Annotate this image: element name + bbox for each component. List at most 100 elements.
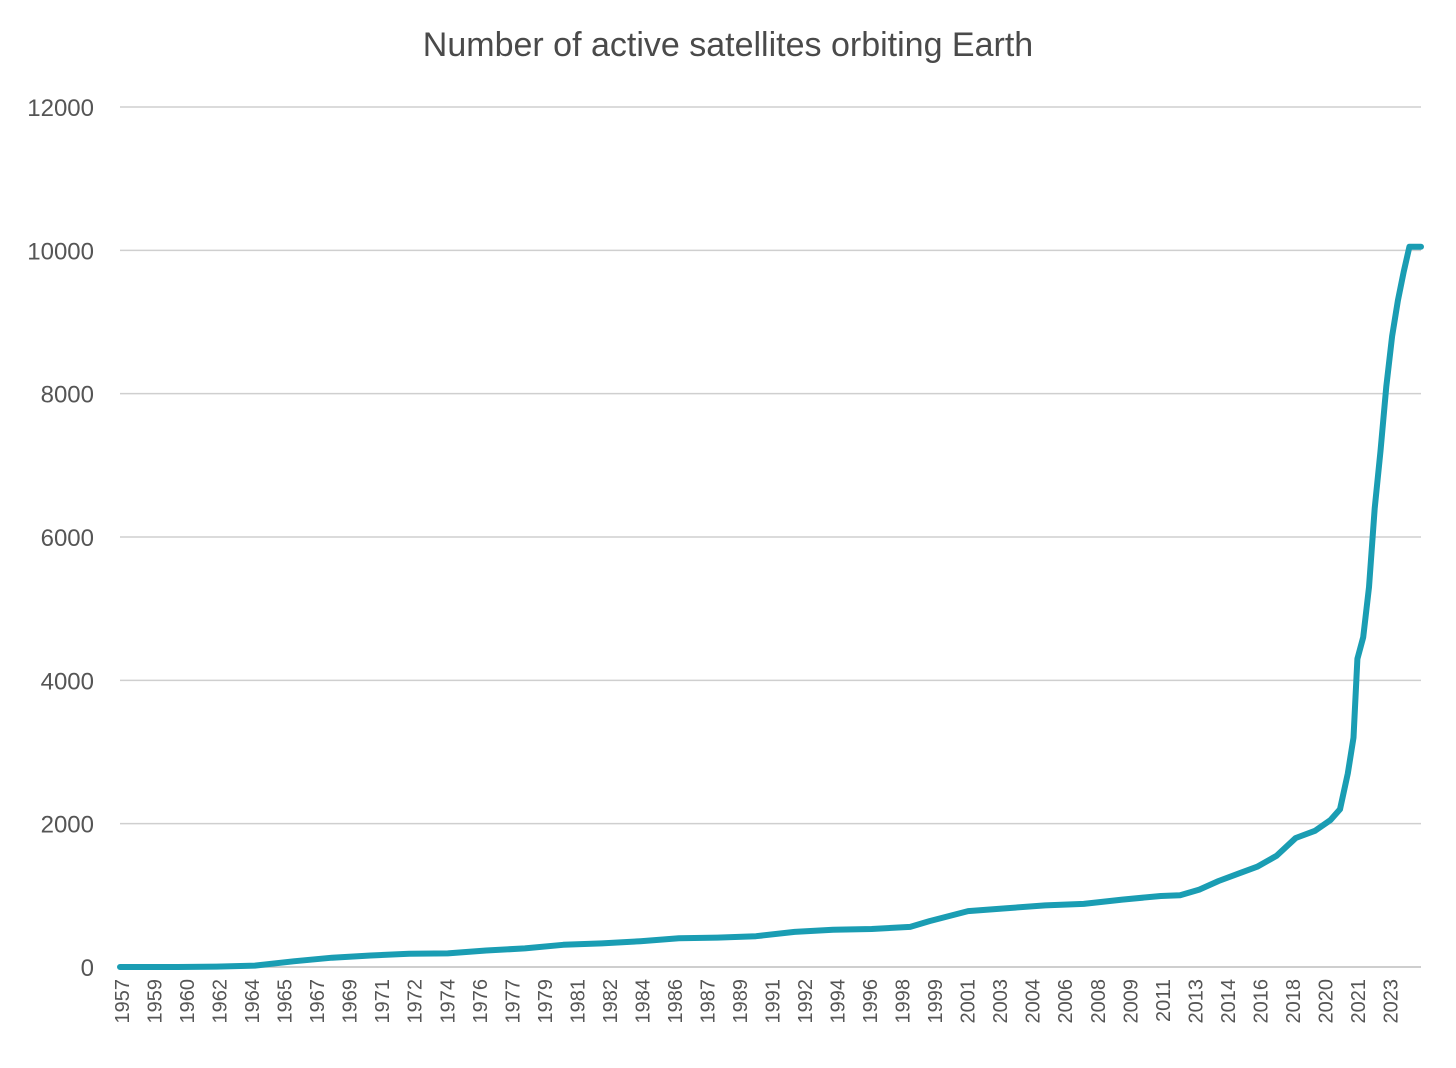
x-tick-label: 1965 (275, 979, 297, 1024)
x-tick-label: 2008 (1088, 979, 1110, 1024)
data-point (1120, 897, 1125, 902)
x-tick-label: 1999 (925, 979, 947, 1024)
data-point (1345, 771, 1350, 776)
data-point (715, 935, 720, 940)
data-point (1081, 901, 1086, 906)
data-point (908, 924, 913, 929)
data-point (175, 965, 180, 969)
y-tick-label: 10000 (27, 238, 94, 265)
data-point (368, 953, 373, 958)
x-tick-label: 1994 (828, 979, 850, 1024)
series-line (117, 243, 1424, 970)
data-point (1413, 244, 1418, 249)
data-point (1293, 836, 1298, 840)
data-point (676, 936, 681, 941)
data-point (754, 934, 758, 939)
data-point (1178, 893, 1183, 898)
x-tick-label: 2004 (1023, 979, 1045, 1024)
data-point (1158, 894, 1163, 898)
y-tick-label: 4000 (41, 668, 94, 695)
y-tick-label: 6000 (41, 525, 94, 552)
x-tick-label: 2001 (958, 979, 980, 1024)
data-point (1401, 269, 1406, 274)
x-tick-label: 2021 (1348, 979, 1370, 1024)
x-tick-label: 1991 (763, 979, 785, 1024)
data-point (927, 919, 932, 924)
data-point (1361, 635, 1366, 640)
data-point (484, 948, 489, 953)
data-point (561, 942, 566, 947)
data-point (1235, 871, 1240, 876)
x-tick-label: 2006 (1055, 979, 1077, 1024)
x-tick-label: 2014 (1218, 979, 1240, 1024)
x-tick-label: 2023 (1380, 979, 1402, 1024)
y-tick-label: 8000 (41, 382, 94, 409)
y-axis-ticks: 0 2000 4000 6000 8000 10000 12000 (27, 95, 94, 982)
data-point (1395, 298, 1400, 303)
data-point (1255, 864, 1260, 869)
data-point (1355, 656, 1360, 661)
x-tick-label: 1986 (665, 979, 687, 1024)
x-tick-label: 1959 (145, 979, 167, 1024)
data-point (445, 951, 450, 956)
x-tick-label: 2003 (990, 979, 1012, 1024)
x-tick-label: 1987 (697, 979, 719, 1024)
data-point (407, 951, 412, 956)
data-point (1372, 506, 1377, 511)
data-point (638, 939, 643, 944)
data-point (1274, 853, 1279, 858)
data-point (966, 909, 971, 914)
x-tick-label: 1976 (470, 979, 492, 1024)
x-tick-label: 1969 (340, 979, 362, 1024)
x-tick-label: 2011 (1153, 979, 1175, 1022)
x-tick-label: 1972 (405, 979, 427, 1024)
data-point (522, 946, 527, 951)
x-tick-label: 1996 (860, 979, 882, 1024)
x-tick-label: 1962 (210, 979, 232, 1024)
data-point (831, 927, 836, 932)
y-tick-label: 12000 (27, 95, 94, 122)
x-tick-label: 1974 (437, 979, 459, 1024)
x-tick-label: 1992 (795, 979, 817, 1024)
x-tick-label: 1977 (502, 979, 524, 1024)
x-tick-label: 1998 (893, 979, 915, 1024)
x-tick-label: 1984 (632, 979, 654, 1024)
data-point (214, 964, 219, 969)
x-tick-label: 1971 (372, 979, 394, 1024)
data-point (1367, 585, 1371, 590)
data-point (1216, 879, 1221, 883)
x-tick-label: 2016 (1250, 979, 1272, 1024)
data-point (1197, 887, 1202, 892)
data-point (1384, 384, 1389, 389)
y-tick-label: 2000 (41, 812, 94, 839)
data-point (869, 927, 874, 931)
data-point (1338, 807, 1342, 812)
data-point (252, 963, 257, 968)
data-point (1313, 828, 1317, 833)
data-point (1004, 906, 1009, 911)
x-tick-label: 1967 (307, 979, 329, 1024)
x-tick-label: 1989 (730, 979, 752, 1024)
chart-title: Number of active satellites orbiting Ear… (422, 26, 1034, 64)
data-point (1378, 449, 1383, 453)
data-point (118, 965, 122, 969)
x-tick-label: 1982 (600, 979, 622, 1024)
x-tick-label: 1960 (177, 979, 199, 1024)
data-point (1043, 903, 1048, 908)
x-tick-label: 1981 (567, 979, 589, 1024)
data-point (792, 929, 797, 934)
x-tick-label: 2018 (1283, 979, 1305, 1024)
gridlines (120, 106, 1421, 968)
x-tick-label: 1964 (242, 979, 264, 1024)
x-tick-label: 2013 (1185, 979, 1207, 1024)
data-point (599, 941, 604, 946)
x-tick-label: 2009 (1120, 979, 1142, 1024)
data-point (1328, 818, 1333, 823)
x-tick-label: 1979 (535, 979, 557, 1024)
x-axis-ticks: 1957 1959 1960 1962 1964 1965 1967 1969 1971 1972… (112, 979, 1402, 1024)
series-group (117, 243, 1424, 970)
x-tick-label: 1957 (112, 979, 134, 1024)
data-point (1390, 334, 1395, 339)
y-tick-label: 0 (81, 955, 94, 982)
